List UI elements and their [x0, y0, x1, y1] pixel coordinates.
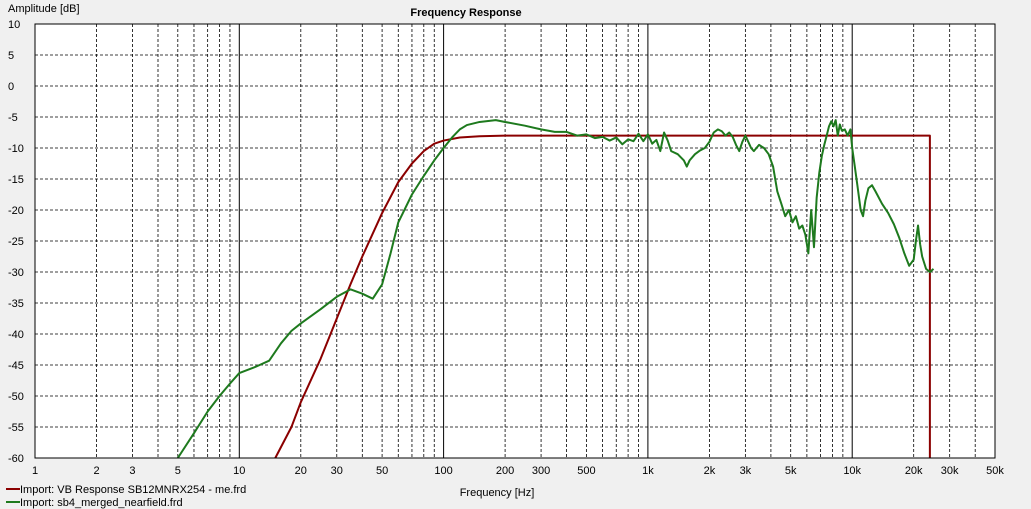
- x-tick-label: 3k: [740, 465, 752, 477]
- x-tick-label: 30k: [941, 465, 959, 477]
- x-tick-label: 3: [129, 465, 135, 477]
- y-tick-label: -25: [8, 236, 24, 248]
- x-tick-label: 5k: [785, 465, 797, 477]
- legend-label-0: Import: VB Response SB12MNRX254 - me.frd: [20, 484, 246, 496]
- series-layer: [176, 119, 935, 459]
- x-axis-label: Frequency [Hz]: [460, 487, 535, 499]
- y-tick-label: -50: [8, 391, 24, 403]
- y-tick-label: -5: [8, 112, 18, 124]
- y-tick-label: -15: [8, 174, 24, 186]
- chart-title: Frequency Response: [410, 7, 521, 19]
- y-tick-labels: 10 5 0 -5 -10 -15 -20 -25 -30 -35 -40 -45 -50 -55 -60: [8, 19, 24, 465]
- grid-major: [238, 24, 853, 458]
- y-axis-label: Amplitude [dB]: [8, 3, 80, 15]
- x-tick-label: 100: [434, 465, 452, 477]
- x-tick-label: 10: [233, 465, 245, 477]
- x-tick-label: 50: [376, 465, 388, 477]
- plot-frame: [34, 23, 996, 459]
- grid-minor: [35, 24, 995, 458]
- y-tick-label: 10: [8, 19, 20, 31]
- y-tick-label: 5: [8, 50, 14, 62]
- x-tick-label: 50k: [986, 465, 1004, 477]
- legend-item[interactable]: Import: VB Response SB12MNRX254 - me.frd: [6, 484, 246, 496]
- legend-label-1: Import: sb4_merged_nearfield.frd: [20, 497, 183, 509]
- x-tick-label: 1: [32, 465, 38, 477]
- y-tick-label: -30: [8, 267, 24, 279]
- series-line-0: [274, 134, 931, 459]
- y-tick-label: -55: [8, 422, 24, 434]
- x-tick-label: 20: [295, 465, 307, 477]
- y-tick-label: -40: [8, 329, 24, 341]
- x-tick-label: 5: [175, 465, 181, 477]
- x-tick-label: 300: [532, 465, 550, 477]
- y-tick-label: -60: [8, 453, 24, 465]
- x-tick-label: 1k: [642, 465, 654, 477]
- y-tick-label: 0: [8, 81, 14, 93]
- y-tick-label: -35: [8, 298, 24, 310]
- x-tick-label: 500: [577, 465, 595, 477]
- x-tick-labels: 1 2 3 5 10 20 30 50 100 200 300 500 1k 2k 3k 5k 10k 20k 30…: [32, 465, 1004, 477]
- x-tick-label: 10k: [843, 465, 861, 477]
- series-line-1: [176, 119, 935, 459]
- y-tick-label: -20: [8, 205, 24, 217]
- y-tick-label: -45: [8, 360, 24, 372]
- x-tick-label: 30: [331, 465, 343, 477]
- x-tick-label: 2k: [704, 465, 716, 477]
- y-tick-label: -10: [8, 143, 24, 155]
- legend-item[interactable]: Import: sb4_merged_nearfield.frd: [6, 497, 183, 509]
- x-tick-label: 20k: [905, 465, 923, 477]
- x-tick-label: 200: [496, 465, 514, 477]
- x-tick-label: 2: [93, 465, 99, 477]
- legend: Import: VB Response SB12MNRX254 - me.frd…: [6, 484, 246, 509]
